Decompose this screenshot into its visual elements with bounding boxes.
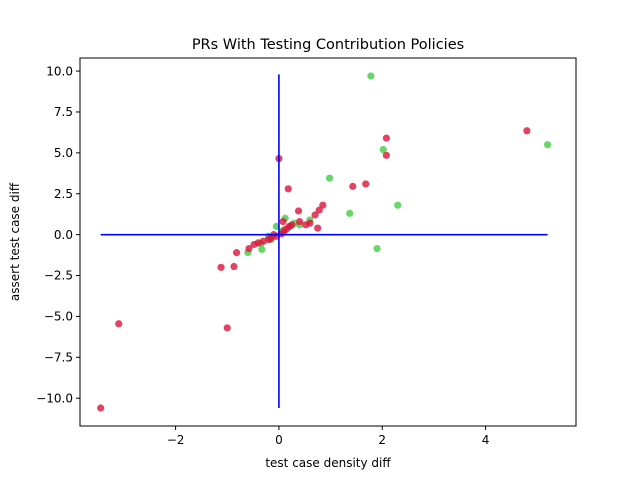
data-point-s1-3 xyxy=(217,263,225,271)
data-point-s1-33 xyxy=(279,217,287,226)
data-point-s1-27 xyxy=(319,201,327,209)
data-point-s1-0 xyxy=(97,404,105,412)
data-point-s1-28 xyxy=(349,182,357,190)
data-point-s0-5 xyxy=(346,209,354,217)
data-point-s1-29 xyxy=(362,180,370,188)
x-tick-label: 4 xyxy=(482,433,490,447)
data-point-s1-21 xyxy=(295,217,304,226)
data-point-s1-24 xyxy=(311,211,319,219)
data-point-s0-6 xyxy=(373,244,381,253)
y-tick-label: −2.5 xyxy=(44,269,73,283)
x-axis-label: test case density diff xyxy=(265,456,391,470)
data-point-s0-16 xyxy=(258,245,266,253)
data-point-s1-31 xyxy=(382,151,390,159)
data-point-s1-14 xyxy=(284,185,292,193)
data-point-s1-30 xyxy=(382,134,390,142)
y-tick-label: 10.0 xyxy=(46,64,73,78)
chart-title: PRs With Testing Contribution Policies xyxy=(192,37,464,53)
data-point-s1-6 xyxy=(245,244,253,253)
x-axis-ticks: −2 0 2 4 xyxy=(167,426,490,447)
y-tick-label: −7.5 xyxy=(44,351,73,365)
data-point-s1-2 xyxy=(223,324,231,332)
data-point-s1-19 xyxy=(288,221,296,229)
data-point-s0-4 xyxy=(394,201,402,209)
plot-frame xyxy=(79,57,577,427)
y-tick-label: 2.5 xyxy=(54,187,73,201)
y-tick-label: 0.0 xyxy=(54,228,73,242)
x-tick-label: 2 xyxy=(378,433,386,447)
data-point-s1-1 xyxy=(115,320,123,328)
data-point-s1-23 xyxy=(306,219,314,227)
data-point-s1-20 xyxy=(294,207,303,215)
data-point-s0-2 xyxy=(379,145,387,154)
y-axis-ticks: −10.0 −7.5 −5.0 −2.5 0.0 2.5 5.0 7.5 10.0 xyxy=(36,64,80,405)
data-point-s1-5 xyxy=(232,249,241,257)
y-tick-label: 7.5 xyxy=(54,105,73,119)
data-point-s1-4 xyxy=(230,262,238,271)
reference-lines xyxy=(100,74,548,409)
y-tick-label: 5.0 xyxy=(54,146,73,160)
data-point-s1-25 xyxy=(314,224,322,232)
y-tick-label: −10.0 xyxy=(36,391,73,405)
data-point-s1-32 xyxy=(523,127,531,135)
data-point-s0-3 xyxy=(325,174,334,182)
y-tick-label: −5.0 xyxy=(44,310,73,324)
x-tick-label: −2 xyxy=(167,433,185,447)
data-point-s0-0 xyxy=(367,72,375,80)
x-tick-label: 0 xyxy=(275,433,283,447)
y-axis-label: assert test case diff xyxy=(8,182,22,301)
data-point-s0-1 xyxy=(543,141,552,149)
